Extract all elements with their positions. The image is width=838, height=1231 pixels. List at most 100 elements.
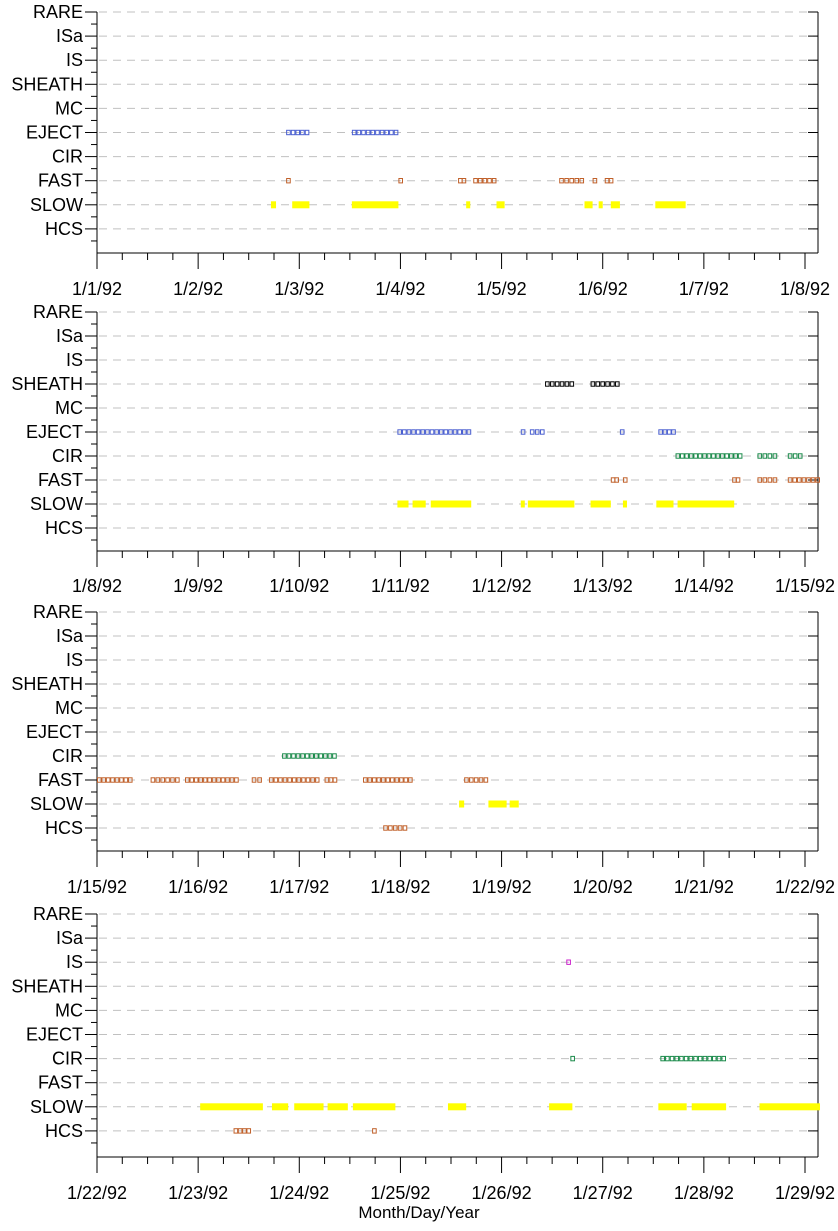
fast-point xyxy=(792,477,798,483)
fast-point xyxy=(815,477,821,483)
hcs-point xyxy=(402,825,408,831)
x-tick-label: 1/8/92 xyxy=(72,576,122,596)
eject-point xyxy=(425,429,430,435)
cir-point xyxy=(720,453,725,459)
eject-point xyxy=(619,429,625,435)
slow-segment xyxy=(459,800,465,808)
sheath-point xyxy=(615,381,620,387)
x-tick-label: 1/29/92 xyxy=(775,1183,835,1203)
x-tick-label: 1/6/92 xyxy=(578,279,628,299)
x-tick-label: 1/24/92 xyxy=(269,1183,329,1203)
y-tick-label-fast: FAST xyxy=(38,470,83,490)
slow-segment xyxy=(292,201,310,209)
fast-point xyxy=(762,477,768,483)
slow-segment xyxy=(656,500,674,508)
fast-point xyxy=(469,777,474,783)
fast-point xyxy=(184,777,190,783)
fast-point xyxy=(363,777,368,783)
y-tick-label-slow: SLOW xyxy=(30,794,83,814)
panel-3: RARE ISa IS SHEATH MC EJECT CIR FAST SLOW HCS 1/15… xyxy=(11,602,835,897)
slow-segment xyxy=(270,201,277,209)
fast-point xyxy=(101,777,107,783)
x-tick-label: 1/15/92 xyxy=(775,576,835,596)
panel-4: RARE ISa IS SHEATH MC EJECT CIR FAST SLOW HCS 1/22… xyxy=(11,904,835,1203)
fast-point xyxy=(105,777,111,783)
fast-point xyxy=(461,178,467,184)
fast-point xyxy=(291,777,297,783)
y-tick-label-isa: ISa xyxy=(56,26,84,46)
cir-point xyxy=(767,453,773,459)
fast-point xyxy=(810,477,816,483)
x-tick-label: 1/16/92 xyxy=(168,877,228,897)
fast-point xyxy=(482,178,488,184)
slow-segment xyxy=(412,500,426,508)
eject-point xyxy=(457,429,462,435)
fast-point xyxy=(787,477,793,483)
cir-point xyxy=(702,1055,708,1062)
eject-point xyxy=(411,429,416,435)
eject-point xyxy=(429,429,435,435)
y-tick-label-eject: EJECT xyxy=(26,722,83,742)
eject-point xyxy=(304,129,310,136)
eject-point xyxy=(461,429,467,435)
x-tick-label: 1/28/92 xyxy=(674,1183,734,1203)
fast-point xyxy=(110,777,115,783)
y-tick-label-hcs: HCS xyxy=(45,518,83,538)
eject-point xyxy=(658,429,663,435)
x-tick-label: 1/20/92 xyxy=(573,877,633,897)
eject-point xyxy=(529,429,535,435)
eject-point xyxy=(397,429,402,435)
y-tick-label-isa: ISa xyxy=(56,626,84,646)
y-tick-label-eject: EJECT xyxy=(26,1025,83,1045)
x-tick-label: 1/22/92 xyxy=(67,1183,127,1203)
fast-point xyxy=(193,777,199,783)
eject-point xyxy=(420,429,426,435)
fast-point xyxy=(483,777,489,783)
fast-point xyxy=(314,777,320,783)
cir-point xyxy=(721,1055,727,1062)
sheath-point xyxy=(564,381,570,387)
fast-point xyxy=(127,777,133,783)
eject-point xyxy=(448,429,453,435)
y-tick-label-sheath: SHEATH xyxy=(11,74,83,94)
cir-point xyxy=(697,1055,703,1062)
fast-point xyxy=(278,777,283,783)
cir-point xyxy=(660,1055,665,1062)
cir-point xyxy=(679,1055,684,1062)
fast-point xyxy=(229,777,235,783)
y-tick-label-cir: CIR xyxy=(52,446,83,466)
eject-point xyxy=(666,429,672,435)
x-tick-label: 1/4/92 xyxy=(375,279,425,299)
eject-point xyxy=(671,429,676,435)
eject-point xyxy=(406,429,412,435)
x-tick-label: 1/14/92 xyxy=(674,576,734,596)
fast-point xyxy=(257,777,262,783)
y-tick-label-hcs: HCS xyxy=(45,818,83,838)
x-tick-label: 1/27/92 xyxy=(573,1183,633,1203)
hcs-point xyxy=(233,1128,239,1134)
fast-point xyxy=(123,777,129,783)
fast-point xyxy=(569,178,574,184)
sheath-point xyxy=(600,381,605,387)
eject-point xyxy=(389,129,394,136)
cir-point xyxy=(679,453,685,459)
fast-point xyxy=(559,178,564,184)
slow-segment xyxy=(691,1103,727,1111)
x-axis-label: Month/Day/Year xyxy=(358,1203,480,1222)
hcs-point xyxy=(242,1128,247,1134)
cir-point xyxy=(291,753,296,759)
eject-point xyxy=(434,429,439,435)
slow-segment xyxy=(549,1103,573,1111)
x-tick-label: 1/18/92 xyxy=(370,877,430,897)
fast-point xyxy=(282,777,288,783)
fast-point xyxy=(478,777,484,783)
cir-point xyxy=(792,453,798,459)
slow-segment xyxy=(430,500,472,508)
cir-point xyxy=(313,753,319,759)
fast-point xyxy=(399,777,404,783)
cir-point xyxy=(797,453,803,459)
cir-point xyxy=(684,453,690,459)
cir-point xyxy=(286,753,292,759)
slow-segment xyxy=(520,500,525,508)
